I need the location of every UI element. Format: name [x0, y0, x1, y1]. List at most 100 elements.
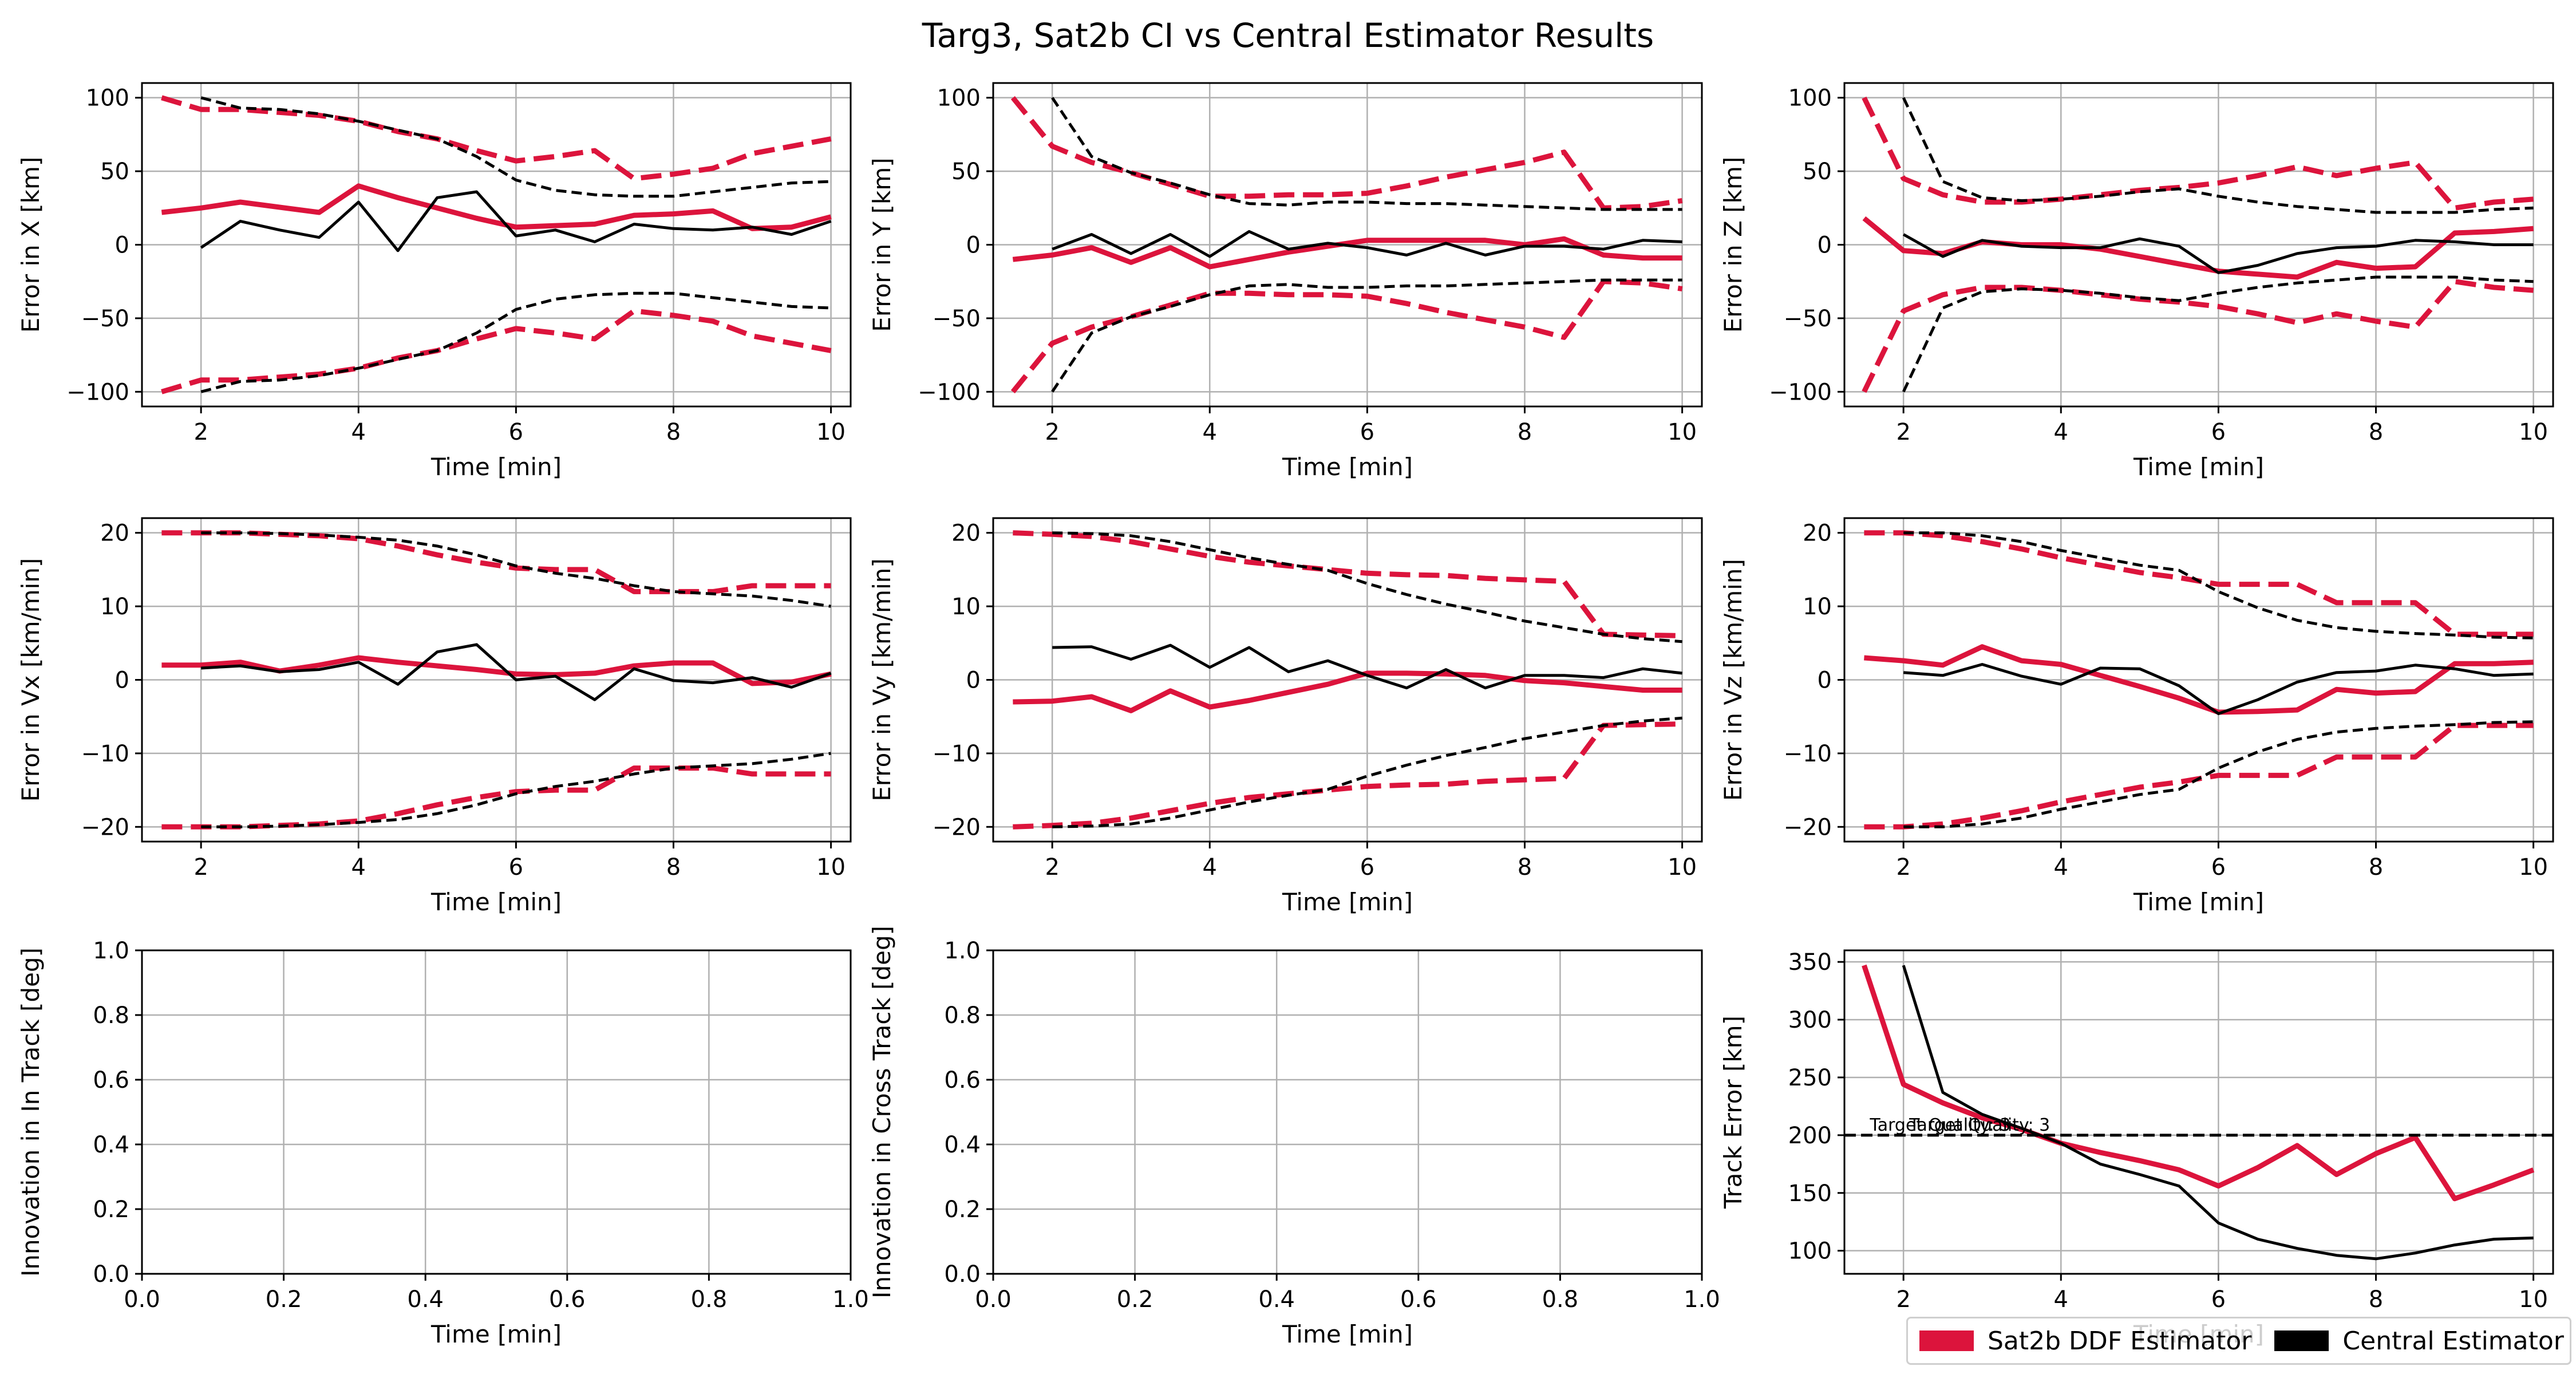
y-tick-label: 0 — [966, 232, 981, 259]
annotation-label: Target Quality: 3 — [1869, 1115, 2010, 1135]
series-line-ddf-lower-bound — [161, 765, 831, 830]
x-axis-label: Time [min] — [2133, 453, 2264, 481]
legend-swatch-ddf — [1919, 1330, 1974, 1351]
y-axis-label: Error in Y [km] — [868, 157, 896, 331]
series-line-ddf-upper-bound — [1862, 96, 2534, 211]
y-tick-label: 200 — [1788, 1123, 1832, 1149]
y-axis-label: Innovation in Cross Track [deg] — [868, 926, 896, 1298]
y-tick-label: 0.2 — [944, 1197, 981, 1223]
y-tick-label: −50 — [933, 306, 981, 332]
x-tick-label: 4 — [1203, 419, 1217, 445]
series-line-central-upper-bound — [1051, 97, 1682, 211]
x-tick-label: 8 — [2369, 419, 2383, 445]
y-tick-label: 10 — [951, 594, 981, 620]
x-tick-label: 2 — [1896, 419, 1910, 445]
y-tick-label: −10 — [1784, 741, 1832, 767]
annotation-label: Target Quality: 3 — [1909, 1115, 2050, 1135]
y-tick-label: 100 — [1788, 85, 1832, 112]
x-tick-label: 6 — [2211, 1286, 2226, 1313]
x-tick-label: 6 — [2211, 419, 2226, 445]
x-axis-label: Time [min] — [430, 1320, 562, 1348]
y-tick-label: −20 — [81, 814, 129, 840]
y-tick-label: 0.8 — [944, 1002, 981, 1029]
y-tick-label: 20 — [100, 520, 129, 547]
series-line-central-upper-bound — [1052, 531, 1682, 643]
panel-8: 0.0 0.2 0.4 0.6 0.8 1.0 0.0 0.2 0.4 0.6 0.8 1.0 Time… — [868, 926, 1720, 1348]
y-tick-label: −50 — [1784, 306, 1832, 332]
x-tick-label: 6 — [2211, 854, 2226, 881]
x-tick-label: 10 — [2519, 419, 2548, 445]
y-tick-label: 100 — [937, 85, 981, 112]
series-line-central-upper-bound — [201, 531, 831, 608]
y-tick-label: −10 — [933, 741, 981, 767]
y-tick-label: −20 — [933, 814, 981, 840]
y-axis-label: Error in Vz [km/min] — [1719, 559, 1747, 801]
legend-item-central: Central Estimator — [2274, 1326, 2564, 1356]
y-tick-label: 0.8 — [93, 1002, 129, 1029]
x-tick-label: 2 — [1896, 854, 1910, 881]
y-tick-label: −10 — [81, 741, 129, 767]
panel-1: 2 4 6 8 10 −100 −50 0 50 100 Time [min] Error in X … — [17, 82, 852, 481]
axes-frame — [1843, 949, 2554, 1275]
x-tick-label: 2 — [193, 854, 208, 881]
y-tick-label: 350 — [1788, 949, 1832, 976]
x-tick-label: 2 — [193, 419, 208, 445]
x-tick-label: 0.8 — [691, 1286, 728, 1313]
series-line-central-error — [1902, 233, 2534, 274]
plot-area — [1862, 96, 2534, 393]
series-line-ddf-lower-bound — [1862, 279, 2534, 393]
figure-title: Targ3, Sat2b CI vs Central Estimator Res… — [922, 16, 1654, 55]
y-tick-label: 0.6 — [944, 1067, 981, 1093]
x-tick-label: 4 — [2054, 854, 2068, 881]
series-line-central-lower-bound — [1051, 278, 1682, 393]
y-tick-label: 1.0 — [93, 938, 129, 964]
x-tick-label: 0.0 — [975, 1286, 1012, 1313]
x-tick-label: 8 — [2369, 1286, 2383, 1313]
y-tick-label: 100 — [86, 85, 129, 112]
x-tick-label: 0.2 — [1117, 1286, 1153, 1313]
series-line-central-error — [1903, 663, 2534, 716]
series-line-central-error — [1052, 643, 1682, 690]
y-tick-label: −50 — [81, 306, 129, 332]
axes-frame — [141, 949, 852, 1275]
series-line-ddf-lower-bound — [1864, 722, 2534, 830]
series-line-ddf-lower-bound — [161, 308, 832, 394]
y-tick-label: −100 — [1769, 379, 1832, 405]
x-tick-label: 10 — [2519, 1286, 2548, 1313]
series-line-central-upper-bound — [1902, 97, 2534, 214]
x-tick-label: 0.4 — [407, 1286, 444, 1313]
series-line-central-error — [1902, 965, 2534, 1261]
x-tick-label: 8 — [666, 854, 681, 881]
y-tick-label: −20 — [1784, 814, 1832, 840]
panel-6: 2 4 6 8 10 −20 −10 0 10 20 Time [min] Error in Vz [… — [1719, 517, 2554, 916]
series-line-ddf-upper-bound — [1010, 96, 1683, 211]
x-tick-label: 0.0 — [124, 1286, 160, 1313]
series-line-ddf-error — [1012, 236, 1682, 270]
x-tick-label: 0.4 — [1258, 1286, 1295, 1313]
y-tick-label: 20 — [1803, 520, 1832, 547]
x-axis-label: Time [min] — [1282, 453, 1413, 481]
y-tick-label: 10 — [100, 594, 129, 620]
series-line-ddf-upper-bound — [1013, 530, 1682, 638]
y-tick-label: 50 — [100, 159, 129, 185]
series-line-ddf-upper-bound — [161, 530, 831, 594]
y-tick-label: 0 — [115, 668, 129, 694]
y-axis-label: Error in Vx [km/min] — [17, 558, 45, 802]
series-line-ddf-upper-bound — [1864, 530, 2534, 637]
x-tick-label: 10 — [1668, 854, 1697, 881]
y-tick-label: 0 — [1818, 668, 1832, 694]
series-line-central-upper-bound — [200, 96, 831, 198]
series-line-ddf-error — [1864, 644, 2534, 715]
y-tick-label: 20 — [951, 520, 981, 547]
y-axis-label: Error in X [km] — [17, 157, 45, 333]
y-tick-label: 0.4 — [93, 1132, 129, 1158]
y-tick-label: 0.4 — [944, 1132, 981, 1158]
y-axis-label: Error in Z [km] — [1719, 157, 1747, 333]
y-tick-label: 0 — [1818, 232, 1832, 259]
series-line-ddf-error — [1013, 670, 1682, 713]
series-line-central-error — [1052, 230, 1682, 258]
plot-area — [161, 530, 832, 830]
x-tick-label: 0.6 — [549, 1286, 586, 1313]
series-line-ddf-error — [161, 183, 832, 231]
y-tick-label: 1.0 — [944, 938, 981, 964]
